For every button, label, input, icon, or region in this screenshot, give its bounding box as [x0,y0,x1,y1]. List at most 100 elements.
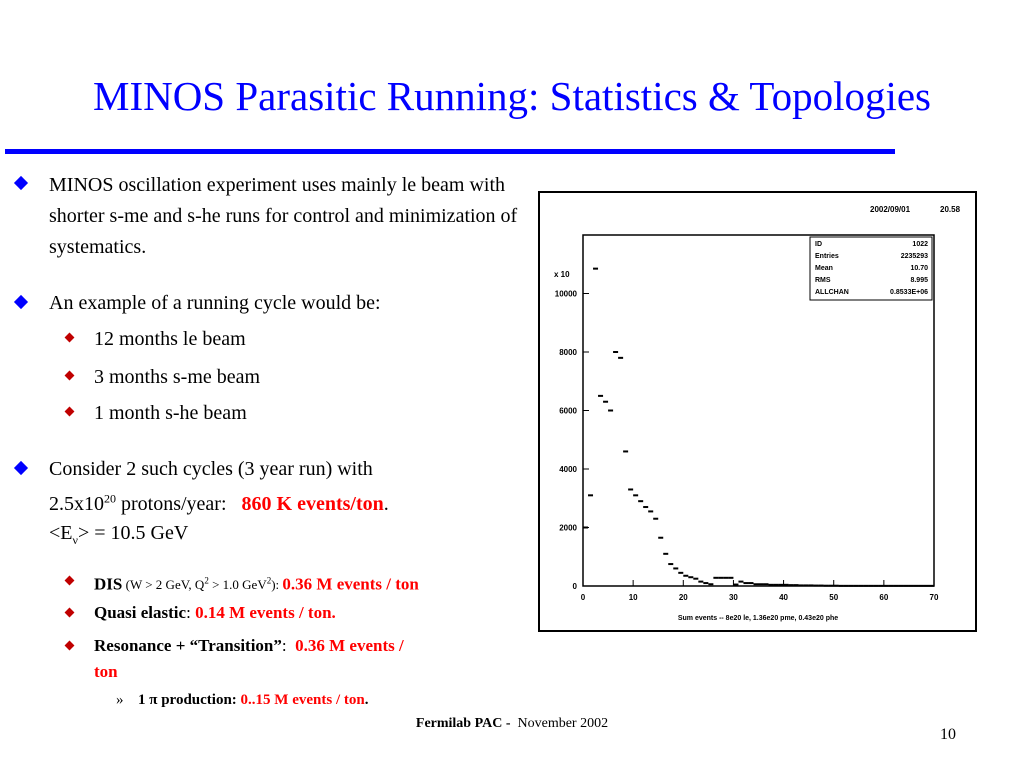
stats-key: ALLCHAN [815,289,849,296]
topology-item-resonance: Resonance + “Transition”: 0.36 M events … [62,633,522,685]
condition-sup: 2 [204,576,209,586]
footer-org: Fermilab PAC - [415,716,514,731]
bullet-text: An example of a running cycle would be: [49,292,381,314]
separator: : [186,603,196,622]
condition-sup: 2 [266,576,272,586]
diamond-bullet-icon [13,460,29,476]
pion-value: 0..15 M events / ton [240,692,365,708]
topology-text: DIS (W > 2 GeV, Q2 > 1.0 GeV2): 0.36 M e… [94,568,532,598]
events-per-ton-highlight: 860 K events/ton [241,492,384,515]
bullet-text: Consider 2 such cycles (3 year run) with… [49,455,521,555]
bullet-line: 2.5x1020 protons/year: 860 K events/ton. [49,491,389,515]
stats-key: ID [815,241,822,248]
stats-box: ID 1022 Entries 2235293 Mean 10.70 RMS 8.995 ALL… [809,236,933,301]
diamond-bullet-icon [13,175,29,191]
topology-value: 0.36 M events / ton [282,574,419,594]
y-tick-label: 2000 [559,524,577,533]
x-tick-label: 30 [729,593,738,602]
sub-item-text: 1 month s-he beam [94,402,247,424]
red-diamond-icon [64,640,75,651]
histogram-chart-frame: 2002/09/01 20.58 x 10 ID 1022 Entries 22352… [538,191,977,632]
red-diamond-icon [64,370,75,381]
condition-text: > 1.0 GeV [208,577,267,593]
histogram-chart: 2002/09/01 20.58 x 10 ID 1022 Entries 22352… [554,205,961,622]
sub-list-item: 12 months le beam [62,325,522,353]
red-diamond-icon [64,406,75,417]
punctuation: . [383,492,389,515]
energy-label: <E [49,521,73,544]
bullet-line: Consider 2 such cycles (3 year run) with [49,458,373,480]
x-axis: 0 10 20 30 40 50 60 70 [581,580,939,602]
dis-condition: (W > 2 GeV, Q2 > 1.0 GeV2): [122,576,283,593]
raquo-bullet-icon: » [116,692,124,708]
bullet-item: An example of a running cycle would be: [13,289,521,318]
x-tick-label: 40 [779,593,788,602]
bullet-item: Consider 2 such cycles (3 year run) with… [13,455,521,555]
pion-label: production: [157,692,241,708]
diamond-bullet-icon [13,294,29,310]
x-tick-label: 50 [829,593,838,602]
stats-value: 8.995 [910,277,928,284]
x-tick-label: 0 [581,593,586,602]
flux-value: 2.5x10 [49,492,104,515]
histogram-bins [583,267,934,587]
topology-label: Quasi elastic [94,603,187,622]
bullet-item: MINOS oscillation experiment uses mainly… [13,170,521,263]
y-axis: 0 2000 4000 6000 8000 10000 [555,290,589,591]
stats-key: Mean [815,265,833,272]
y-tick-label: 10000 [555,290,578,299]
topology-item-dis: DIS (W > 2 GeV, Q2 > 1.0 GeV2): 0.36 M e… [62,568,532,598]
red-diamond-icon [64,575,75,586]
stats-value: 10.70 [910,265,928,272]
x-tick-label: 70 [930,593,939,602]
pi-symbol: π [149,692,158,708]
y-tick-label: 0 [573,582,578,591]
x-axis-label: Sum events -- 8e20 le, 1.36e20 pme, 0.43… [678,615,838,622]
stats-key: Entries [815,253,839,260]
title-divider [5,149,895,154]
y-tick-label: 6000 [559,407,577,416]
pion-production-text: 1 π production: 0..15 M events / ton. [138,692,368,708]
red-diamond-icon [64,607,75,618]
energy-value: > = 10.5 GeV [77,521,189,544]
punctuation: . [364,692,369,708]
topology-text: Resonance + “Transition”: 0.36 M events … [94,633,522,685]
topology-item-quasi-elastic: Quasi elastic: 0.14 M events / ton. [62,600,522,626]
sub-list-item: 1 month s-he beam [62,399,522,427]
topology-text: Quasi elastic: 0.14 M events / ton. [94,600,522,626]
stats-value: 1022 [912,241,928,248]
pion-production-item: » 1 π production: 0..15 M events / ton. [116,692,368,709]
footer-date: November 2002 [514,716,609,731]
red-diamond-icon [64,332,75,343]
y-tick-label: 4000 [559,465,577,474]
chart-date-label: 2002/09/01 [870,205,911,214]
condition-text: ): [271,577,283,593]
topology-label: Resonance + “Transition” [94,636,282,655]
topology-value: 0.14 M events / ton. [195,603,336,622]
y-multiplier-label: x 10 [554,270,570,279]
x-tick-label: 60 [879,593,888,602]
bullet-text: MINOS oscillation experiment uses mainly… [49,174,518,258]
sub-item-text: 3 months s-me beam [94,366,261,388]
page-number: 10 [940,726,956,743]
flux-exponent: 20 [104,491,116,505]
x-tick-label: 10 [629,593,638,602]
topology-label: DIS [94,574,123,594]
stats-value: 2235293 [901,253,928,260]
stats-value: 0.8533E+06 [890,289,928,296]
sub-item-text: 12 months le beam [94,328,246,350]
flux-unit: protons/year: [116,492,242,515]
bullet-line: <Eν> = 10.5 GeV [49,521,189,547]
x-tick-label: 20 [679,593,688,602]
slide-footer: Fermilab PAC - November 2002 [0,716,1024,732]
y-tick-label: 8000 [559,348,577,357]
stats-box-border [809,236,933,301]
sub-list-item: 3 months s-me beam [62,363,522,391]
topology-value-continued: ton [94,662,118,681]
condition-text: (W > 2 GeV, Q [122,577,205,593]
pion-count: 1 [138,692,150,708]
nu-subscript: ν [72,532,78,547]
stats-key: RMS [815,277,831,284]
topology-value: 0.36 M events / [295,636,404,655]
separator: : [281,636,296,655]
